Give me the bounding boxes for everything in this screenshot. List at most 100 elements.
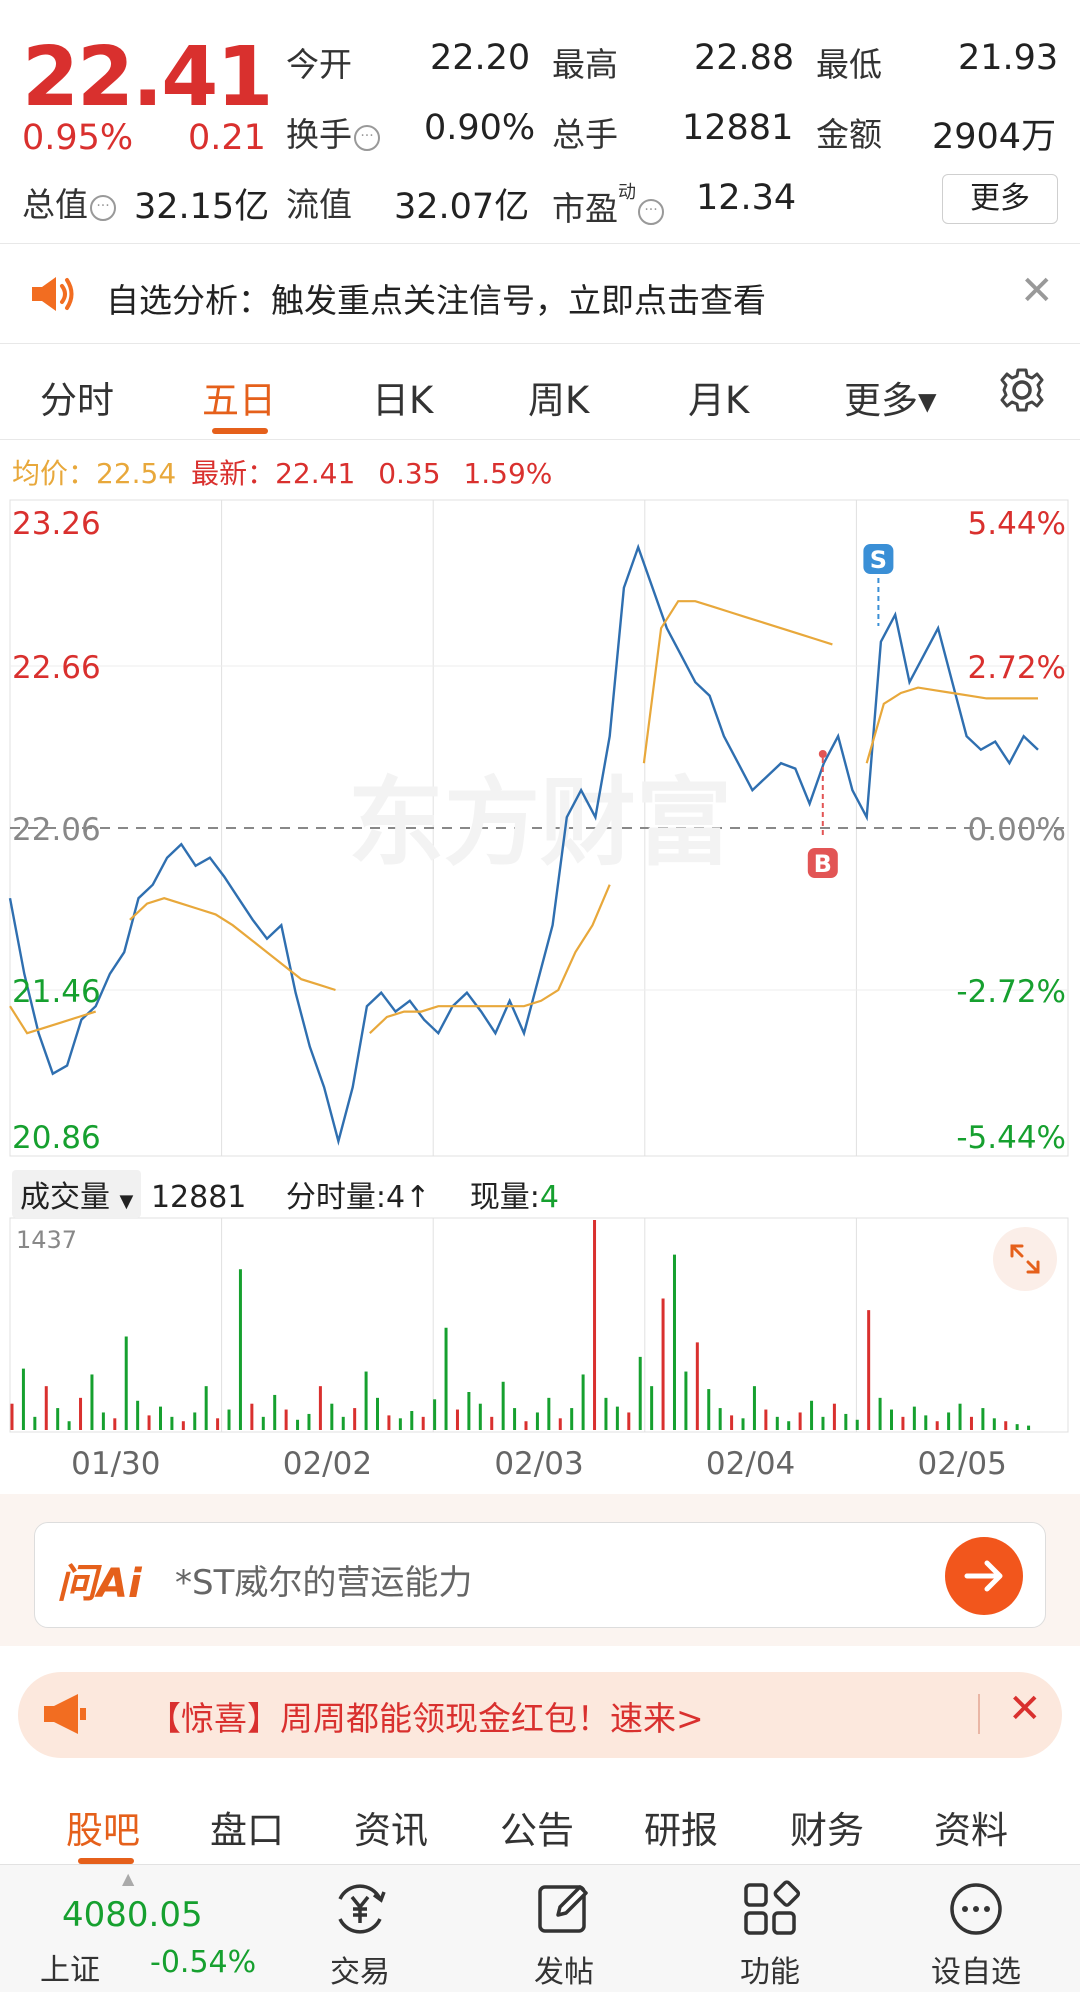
tab-profile[interactable]: 资料 — [934, 1809, 1008, 1852]
x-tick-label: 02/03 — [494, 1446, 583, 1482]
alert-text: 自选分析：触发重点关注信号，立即点击查看 — [106, 281, 766, 320]
amount-label: 金额 — [816, 115, 882, 154]
trade-yen-icon — [338, 1884, 386, 1934]
promo-banner[interactable]: 【惊喜】周周都能领现金红包！速来> ✕ — [18, 1672, 1062, 1758]
y-tick-label-left: 23.26 — [12, 506, 101, 542]
volume-plot-frame — [9, 1217, 1069, 1433]
trade-marker-label: S — [870, 546, 887, 574]
post-button[interactable]: 发帖 — [484, 1865, 644, 1993]
grid-apps-icon — [744, 1880, 801, 1935]
ask-ai-input[interactable]: 问Ai *ST威尔的营运能力 — [34, 1522, 1046, 1628]
latest-change: 0.35 — [378, 457, 441, 490]
y-tick-label-right: 5.44% — [968, 506, 1066, 542]
ask-ai-placeholder: *ST威尔的营运能力 — [175, 1563, 473, 1603]
promo-divider — [978, 1694, 980, 1734]
latest-change-pct: 1.59% — [463, 457, 553, 490]
mktcap-value: 32.15亿 — [134, 187, 270, 227]
functions-label: 功能 — [740, 1955, 800, 1990]
expand-icon[interactable] — [992, 1226, 1058, 1292]
close-icon[interactable]: ✕ — [1020, 268, 1054, 314]
more-button[interactable]: 更多 — [942, 174, 1058, 224]
tab-monthly-k[interactable]: 月K — [688, 379, 750, 422]
tab-news[interactable]: 资讯 — [354, 1809, 428, 1852]
high-value: 22.88 — [694, 38, 795, 78]
active-tab-indicator — [212, 428, 268, 434]
tab-announcements[interactable]: 公告 — [500, 1809, 574, 1852]
tab-weekly-k[interactable]: 周K — [528, 379, 590, 422]
tab-order-book[interactable]: 盘口 — [210, 1809, 284, 1852]
low-label: 最低 — [816, 45, 882, 84]
y-tick-label-right: 2.72% — [968, 650, 1066, 686]
float-cap-label: 流值 — [286, 185, 352, 224]
volume-indicator-select[interactable]: 成交量 ▼ — [12, 1170, 142, 1218]
info-icon[interactable]: ··· — [354, 125, 380, 151]
change-amount: 0.21 — [188, 118, 266, 158]
chart-svg: 东方财富 23.26 5.44% 22.66 2.72% 22.06 0.00% 21.46… — [8, 499, 1069, 1482]
more-dots-icon — [950, 1883, 1002, 1935]
chart-period-tabs: 分时 五日 日K 周K 月K 更多▾ — [0, 344, 1080, 440]
functions-button[interactable]: 功能 — [690, 1865, 850, 1993]
settings-gear-icon[interactable] — [998, 366, 1046, 414]
turnover-value: 0.90% — [424, 108, 536, 148]
tab-finance[interactable]: 财务 — [790, 1809, 864, 1852]
edit-post-icon — [538, 1885, 588, 1933]
current-volume: 4 — [539, 1180, 560, 1215]
volume-header: 成交量 ▼ 12881 分时量:4↑ 现量:4 — [12, 1170, 559, 1218]
x-tick-label: 01/30 — [71, 1446, 160, 1482]
y-tick-label-right: 0.00% — [968, 812, 1066, 848]
latest-price: 22.41 — [275, 457, 356, 490]
change-percent: 0.95% — [22, 118, 134, 158]
turnover-label: 换手 ··· — [286, 108, 380, 156]
post-label: 发帖 — [534, 1955, 594, 1990]
y-tick-label-left: 21.46 — [12, 974, 101, 1010]
tab-daily-k[interactable]: 日K — [372, 379, 434, 422]
tab-more[interactable]: 更多▾ — [844, 379, 937, 422]
mktcap-label: 总值 ··· — [22, 178, 116, 226]
volume-label: 总手 — [552, 115, 618, 154]
trade-marker-label: B — [814, 850, 832, 878]
content-tabs: 股吧 盘口 资讯 公告 研报 财务 资料 — [0, 1774, 1080, 1864]
high-label: 最高 — [552, 45, 618, 84]
promo-text: 【惊喜】周周都能领现金红包！速来> — [148, 1699, 704, 1738]
buy-marker — [807, 848, 838, 878]
add-watchlist-button[interactable]: 设自选 — [896, 1865, 1056, 1993]
chart-info-line: 均价：22.54 最新：22.41 0.35 1.59% — [12, 457, 553, 490]
pe-label: 市盈动··· — [552, 178, 664, 230]
avg-price: 22.54 — [96, 457, 177, 490]
five-day-chart[interactable]: 东方财富 23.26 5.44% 22.66 2.72% 22.06 0.00% 21.46… — [0, 496, 1080, 1496]
trade-button[interactable]: 交易 — [280, 1865, 440, 1993]
y-tick-label-left: 20.86 — [12, 1120, 101, 1156]
active-tab-indicator — [78, 1858, 134, 1864]
info-icon[interactable]: ··· — [638, 199, 664, 225]
x-tick-label: 02/04 — [706, 1446, 795, 1482]
ask-ai-logo: 问Ai — [57, 1561, 142, 1607]
price-line — [8, 543, 1039, 1146]
buy-point — [818, 750, 827, 758]
tab-research[interactable]: 研报 — [644, 1809, 718, 1852]
speaker-icon — [32, 277, 74, 311]
index-ticker[interactable]: ▲ 4080.05 上证 -0.54% — [40, 1869, 257, 1988]
close-icon[interactable]: ✕ — [1008, 1686, 1042, 1732]
amount-value: 2904万 — [932, 117, 1057, 157]
info-icon[interactable]: ··· — [90, 195, 116, 221]
ask-ai-submit-button[interactable] — [945, 1537, 1023, 1615]
sell-marker — [863, 544, 894, 574]
watermark: 东方财富 — [348, 767, 732, 879]
alert-bar[interactable]: 自选分析：触发重点关注信号，立即点击查看 ✕ — [0, 244, 1080, 344]
minute-volume: 4↑ — [386, 1180, 431, 1215]
tab-intraday[interactable]: 分时 — [40, 379, 114, 422]
index-value: 4080.05 — [62, 1895, 203, 1935]
megaphone-icon — [44, 1694, 86, 1734]
volume-value: 12881 — [682, 108, 794, 148]
tab-guba[interactable]: 股吧 — [66, 1809, 140, 1852]
y-tick-label-left: 22.06 — [12, 812, 101, 848]
average-price-line — [9, 600, 1038, 1035]
quote-header: 22.41 0.95% 0.21 今开 22.20 最高 22.88 最低 21… — [0, 0, 1080, 244]
tab-five-day[interactable]: 五日 — [202, 379, 276, 422]
volume-max-label: 1437 — [16, 1226, 77, 1254]
pe-value: 12.34 — [696, 178, 797, 218]
trade-label: 交易 — [330, 1955, 390, 1990]
index-name: 上证 — [40, 1953, 100, 1988]
float-cap-value: 32.07亿 — [394, 187, 530, 227]
open-value: 22.20 — [430, 38, 531, 78]
